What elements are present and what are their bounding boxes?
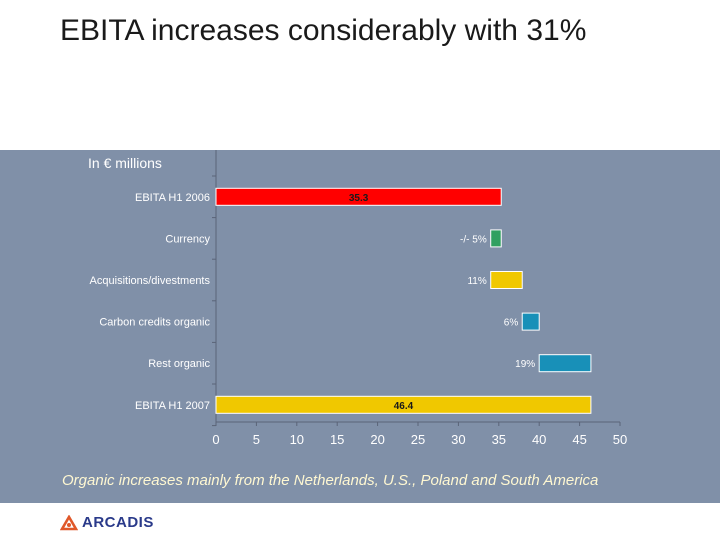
x-tick-label: 40: [532, 432, 546, 447]
value-label: 6%: [504, 318, 519, 329]
category-label: EBITA H1 2006: [135, 192, 210, 204]
x-tick-label: 35: [492, 432, 506, 447]
category-label: Carbon credits organic: [99, 317, 210, 329]
x-tick-label: 30: [451, 432, 465, 447]
category-label: EBITA H1 2007: [135, 400, 210, 412]
category-label: Acquisitions/divestments: [90, 275, 211, 287]
category-label: Currency: [165, 233, 210, 245]
x-tick-label: 10: [290, 432, 304, 447]
chart-panel: In € millions EBITA H1 2006 35.3 Currency -/…: [0, 150, 720, 503]
x-tick-label: 25: [411, 432, 425, 447]
category-label: Rest organic: [148, 358, 210, 370]
x-tick-label: 0: [212, 432, 219, 447]
bar: [215, 395, 592, 414]
x-tick-label: 15: [330, 432, 344, 447]
footnote: Organic increases mainly from the Nether…: [62, 472, 599, 489]
x-tick-label: 5: [253, 432, 260, 447]
bar: [490, 271, 523, 289]
bar: [215, 187, 502, 206]
brand-name: ARCADIS: [82, 514, 154, 531]
value-label: 11%: [467, 276, 486, 287]
brand-logo: ARCADIS: [60, 514, 154, 531]
waterfall-chart: In € millions EBITA H1 2006 35.3 Currency -/…: [88, 150, 627, 447]
arcadis-logo-icon: [60, 514, 78, 530]
bar: [538, 354, 592, 373]
slide-title: EBITA increases considerably with 31%: [60, 14, 587, 47]
unit-label: In € millions: [88, 155, 162, 171]
bar: [490, 229, 502, 248]
value-label: -/- 5%: [460, 234, 487, 245]
value-label: 19%: [515, 359, 535, 370]
bar: [521, 312, 540, 331]
x-tick-label: 45: [572, 432, 586, 447]
value-label: 46.4: [394, 401, 414, 412]
x-tick-label: 20: [370, 432, 384, 447]
value-label: 35.3: [349, 193, 369, 204]
x-tick-label: 50: [613, 432, 627, 447]
